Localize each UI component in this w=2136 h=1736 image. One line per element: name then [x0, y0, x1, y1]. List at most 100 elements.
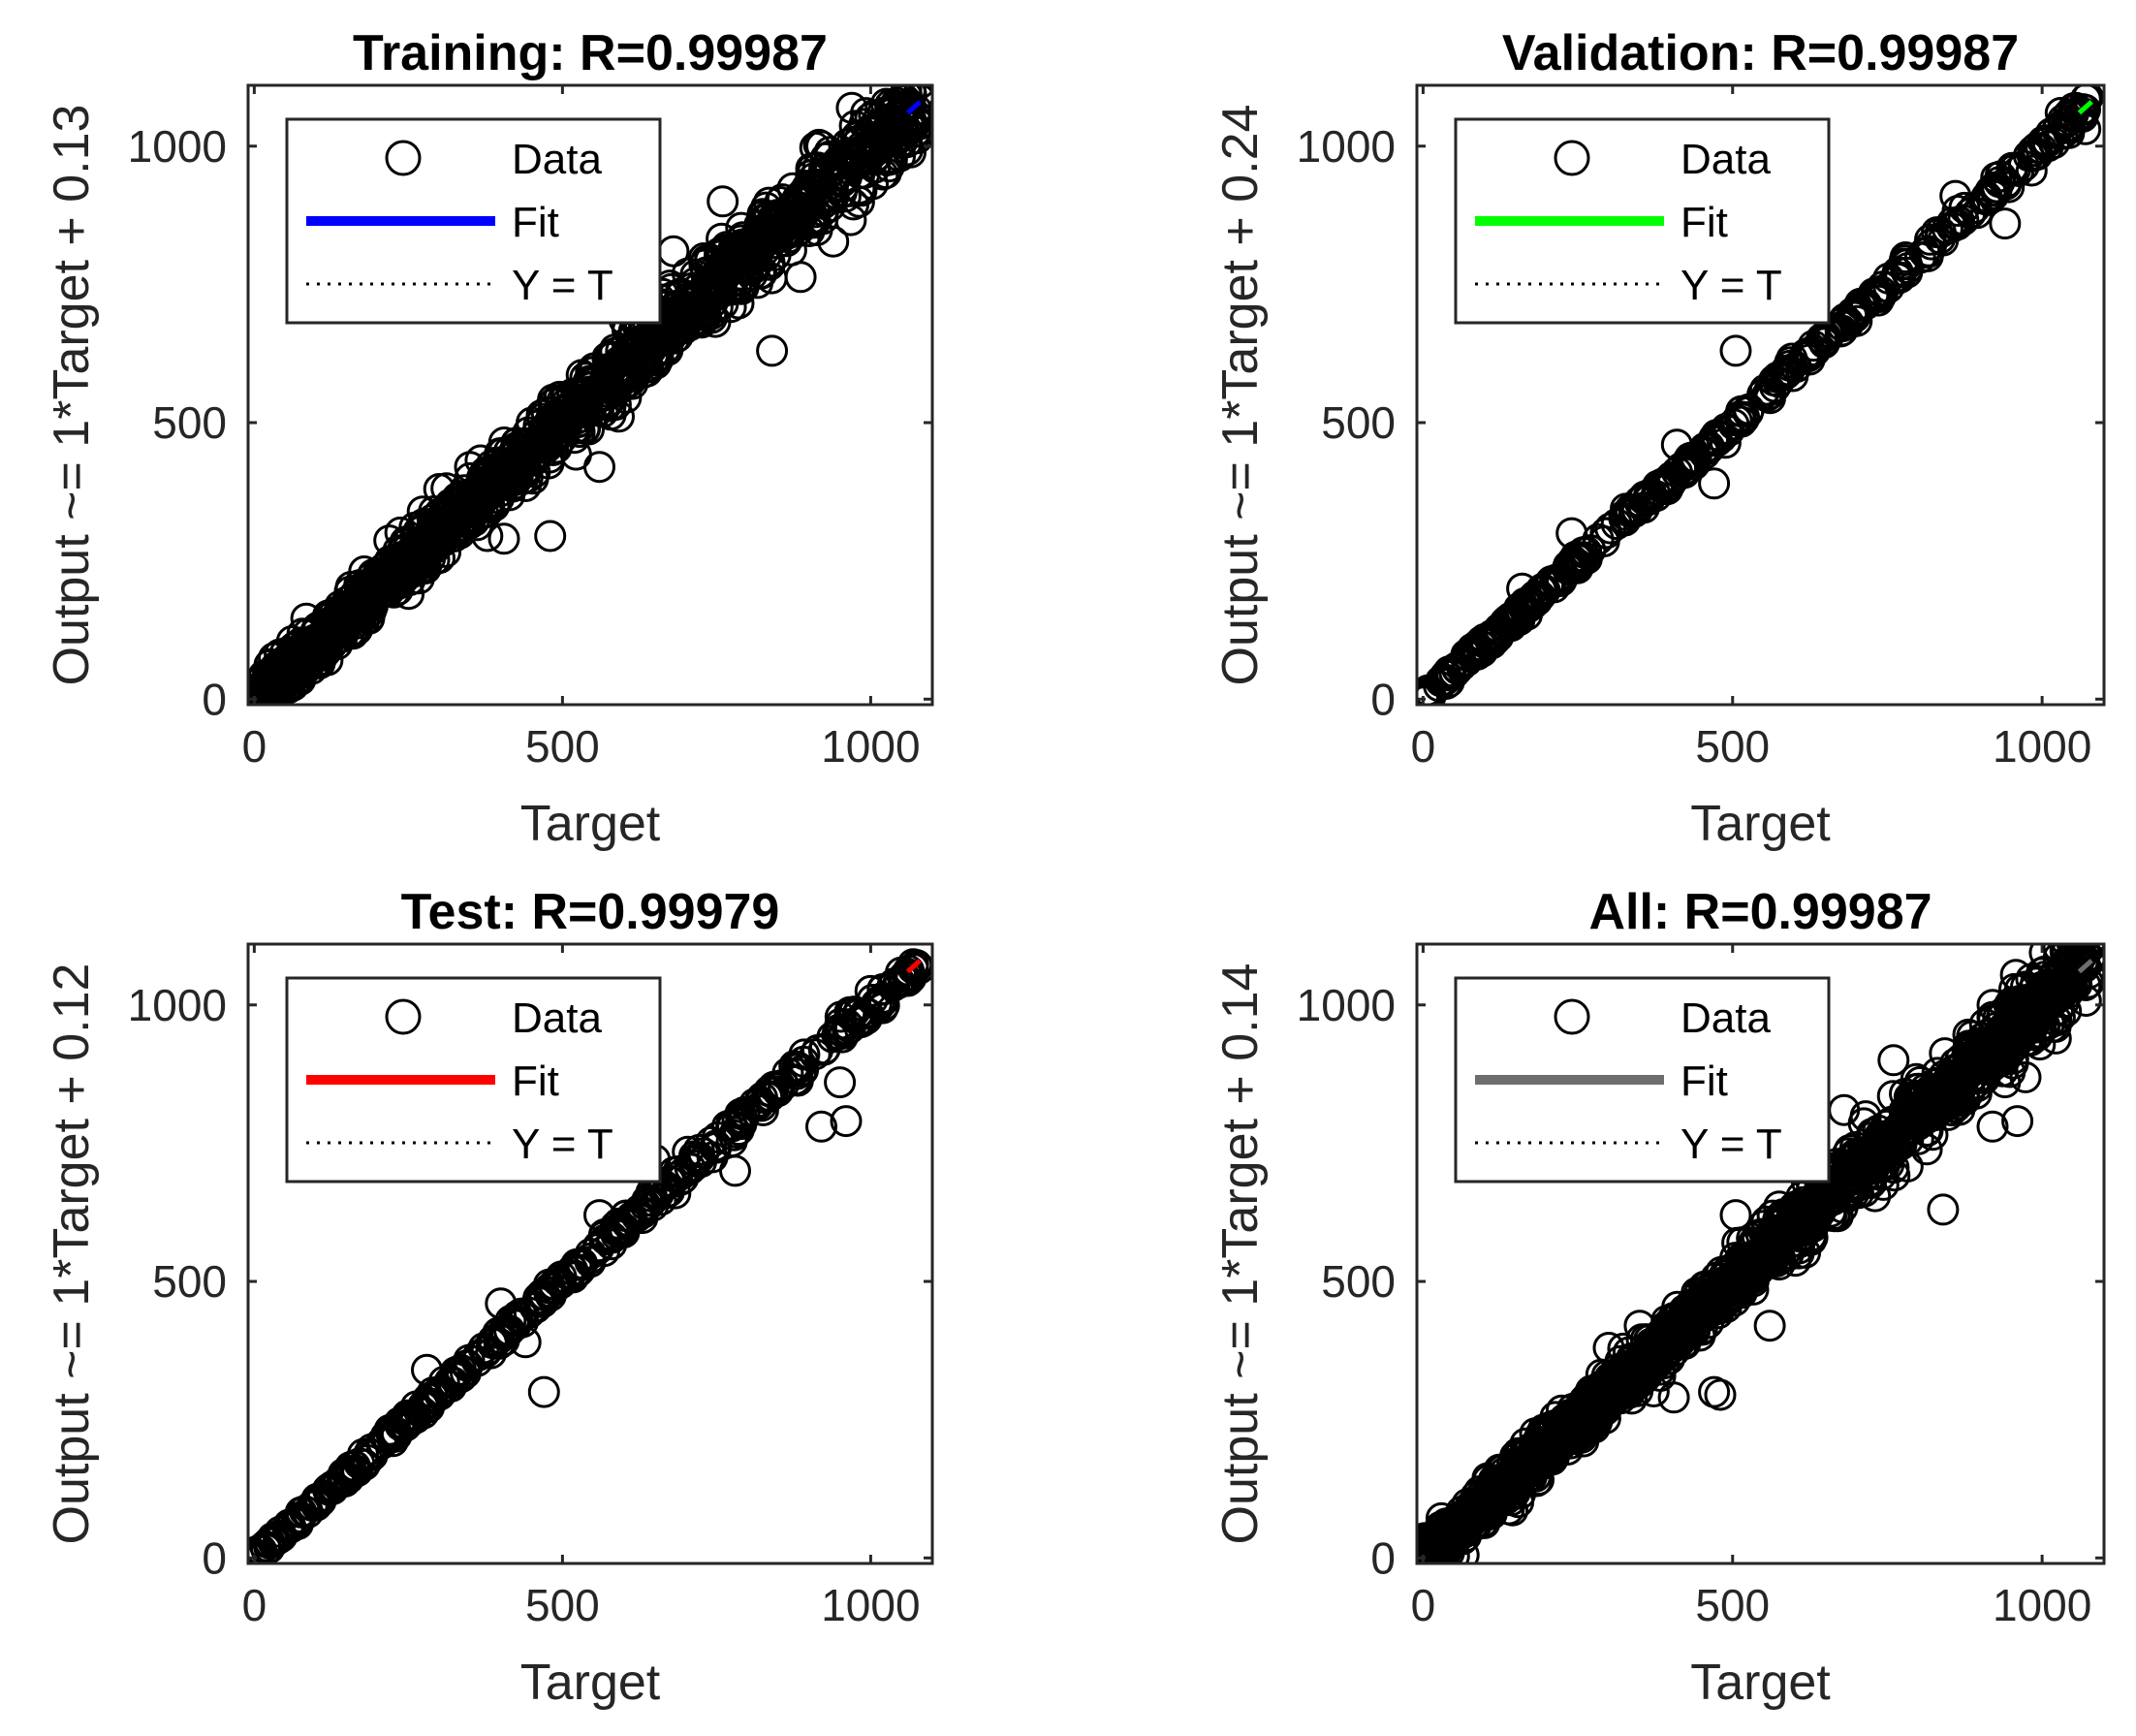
data-point [832, 142, 865, 175]
y-tick-label: 500 [152, 1256, 227, 1307]
data-point [1733, 393, 1765, 426]
data-point [420, 531, 453, 564]
panel-validation: 0 500 1000 0 500 1000 Validation: R=0.99987 Tar… [1212, 25, 2106, 852]
data-point [2009, 1060, 2042, 1093]
data-markers [248, 948, 932, 1563]
data-point [1693, 1272, 1725, 1305]
data-point [444, 517, 477, 550]
data-point [874, 88, 906, 121]
data-point [2075, 944, 2104, 957]
data-point [846, 1005, 879, 1038]
data-point [781, 1057, 813, 1090]
data-point [499, 1309, 532, 1341]
data-point-outlier [1555, 517, 1588, 550]
data-point [264, 664, 297, 697]
data-point-outlier [2001, 1105, 2034, 1138]
x-tick-label: 0 [1411, 1580, 1436, 1630]
x-tick-label: 1000 [821, 721, 920, 772]
legend-label-ident: Y = T [1681, 262, 1782, 309]
x-tick-label: 500 [1695, 721, 1770, 772]
panel-test: 0 500 1000 0 500 1000 Test: R=0.99979 Target Out… [44, 884, 934, 1711]
x-axis-label: Target [520, 796, 661, 852]
data-point [1936, 1081, 1969, 1114]
data-point [714, 291, 747, 324]
legend-data-marker [385, 140, 422, 176]
legend: Data Fit Y = T [285, 117, 662, 325]
data-point [550, 381, 582, 414]
data-point [675, 271, 708, 304]
x-tick-label: 0 [1411, 721, 1436, 772]
data-point-outlier [1592, 1332, 1625, 1364]
data-point [893, 88, 926, 121]
data-point [1901, 1072, 1934, 1105]
data-point [409, 1387, 442, 1420]
legend-label-fit: Fit [512, 199, 559, 246]
data-point [1832, 1137, 1865, 1170]
x-axis-label: Target [520, 1655, 661, 1711]
data-point [1935, 210, 1968, 243]
data-point [903, 108, 932, 141]
data-point [261, 676, 294, 705]
data-point [273, 1509, 306, 1542]
data-point [556, 377, 589, 410]
chart-title: All: R=0.99987 [1588, 884, 1932, 940]
data-point-outlier [583, 1199, 615, 1232]
data-point [248, 683, 277, 705]
data-point [690, 266, 723, 299]
data-point [2079, 944, 2100, 948]
data-point [710, 242, 743, 275]
data-point [1936, 1055, 1969, 1088]
data-point [427, 1365, 460, 1398]
data-point [1849, 288, 1882, 321]
data-point [787, 187, 820, 220]
data-point [568, 412, 601, 445]
data-point [1761, 361, 1794, 394]
data-point [1907, 1095, 1940, 1128]
data-point [1429, 663, 1461, 696]
data-point [1585, 1393, 1618, 1426]
legend-data-marker [1554, 140, 1590, 176]
x-tick-label: 1000 [821, 1580, 920, 1630]
data-point [376, 1415, 409, 1448]
data-point [1712, 1283, 1745, 1316]
data-point-outlier [848, 108, 881, 141]
y-tick-label: 0 [1370, 1532, 1396, 1583]
data-point [1501, 1446, 1533, 1478]
data-point [747, 235, 780, 268]
data-point [1841, 1160, 1874, 1193]
data-point [649, 1177, 681, 1210]
legend-label-data: Data [512, 136, 602, 183]
data-point [522, 1281, 555, 1314]
fit-line [2077, 959, 2093, 974]
data-point [393, 1406, 424, 1439]
data-point [444, 1353, 477, 1386]
data-point-outlier [719, 1154, 751, 1187]
data-point [588, 1235, 620, 1268]
y-tick-label: 0 [1370, 674, 1396, 724]
data-point [882, 109, 915, 142]
data-point [838, 995, 871, 1028]
data-point-outlier [1753, 1310, 1786, 1342]
data-point-outlier [509, 1326, 542, 1359]
data-point [626, 1202, 659, 1235]
data-point [895, 136, 927, 169]
data-point [526, 419, 559, 452]
data-point [1826, 314, 1859, 347]
x-tick-label: 500 [525, 721, 600, 772]
data-point [841, 127, 873, 160]
data-point [1949, 1052, 1982, 1085]
data-point [1490, 1473, 1523, 1506]
data-point-outlier [1939, 179, 1972, 212]
y-tick-label: 0 [202, 674, 227, 724]
legend-label-ident: Y = T [512, 262, 613, 309]
legend-label-fit: Fit [1681, 1057, 1728, 1105]
data-point [883, 965, 916, 998]
data-point [626, 357, 659, 390]
legend-data-marker [385, 998, 422, 1035]
data-point-outlier [1989, 1066, 2022, 1099]
data-point [315, 629, 348, 661]
data-point [2015, 154, 2048, 187]
data-point [454, 501, 487, 534]
data-point [1634, 1344, 1667, 1377]
